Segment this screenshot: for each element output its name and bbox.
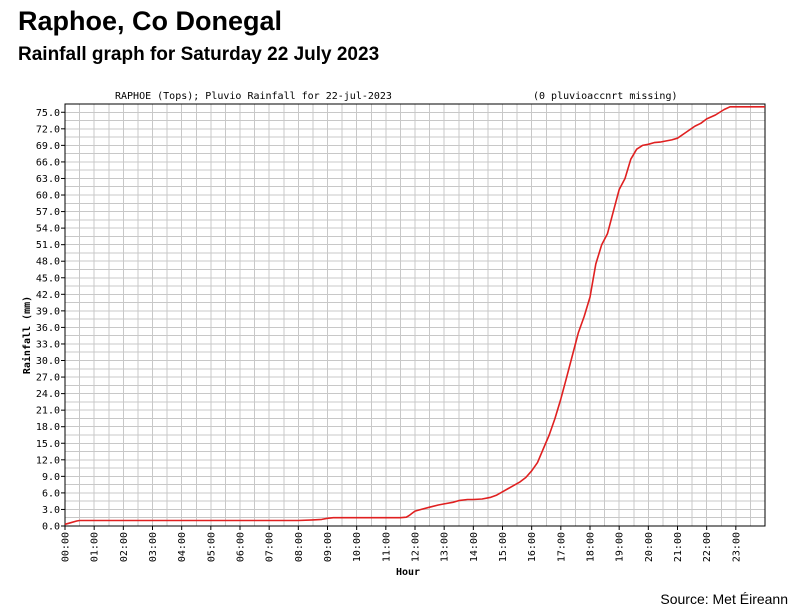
rainfall-chart: 0.0 3.0 6.0 9.0 12.0 15.0 18.0 21.0 24.0 27.0 30.0… <box>21 91 766 578</box>
chart-ticks <box>61 111 737 530</box>
y-tick-label: 27.0 <box>36 373 60 384</box>
y-tick-labels: 0.0 3.0 6.0 9.0 12.0 15.0 18.0 21.0 24.0 27.0 30.0… <box>36 108 60 533</box>
y-axis-label: Rainfall (mm) <box>21 296 33 374</box>
x-tick-label: 19:00 <box>615 532 626 562</box>
chart-grid <box>65 104 765 526</box>
x-tick-label: 05:00 <box>206 532 217 562</box>
x-tick-label: 06:00 <box>236 532 247 562</box>
x-tick-label: 07:00 <box>265 532 276 562</box>
x-tick-label: 13:00 <box>440 532 451 562</box>
y-tick-label: 63.0 <box>36 174 60 185</box>
x-tick-label: 22:00 <box>702 532 713 562</box>
y-tick-label: 60.0 <box>36 191 60 202</box>
x-tick-label: 00:00 <box>61 532 72 562</box>
y-tick-label: 21.0 <box>36 406 60 417</box>
y-tick-label: 57.0 <box>36 207 60 218</box>
x-tick-label: 15:00 <box>498 532 509 562</box>
rainfall-series-line <box>64 106 765 526</box>
x-tick-label: 10:00 <box>352 532 363 562</box>
y-tick-label: 45.0 <box>36 273 60 284</box>
y-tick-label: 30.0 <box>36 356 60 367</box>
y-tick-label: 48.0 <box>36 257 60 268</box>
x-tick-label: 04:00 <box>177 532 188 562</box>
x-tick-label: 01:00 <box>90 532 101 562</box>
x-tick-label: 14:00 <box>469 532 480 562</box>
source-note: Source: Met Éireann <box>660 591 788 607</box>
y-tick-label: 66.0 <box>36 157 60 168</box>
x-tick-label: 11:00 <box>381 532 392 562</box>
y-tick-label: 36.0 <box>36 323 60 334</box>
y-tick-label: 33.0 <box>36 339 60 350</box>
y-tick-label: 0.0 <box>42 522 60 533</box>
x-tick-label: 02:00 <box>119 532 130 562</box>
y-tick-label: 69.0 <box>36 141 60 152</box>
x-tick-label: 16:00 <box>527 532 538 562</box>
y-tick-label: 3.0 <box>42 505 60 516</box>
chart-note: (0 pluvioaccnrt missing) <box>533 91 678 102</box>
y-tick-label: 9.0 <box>42 472 60 483</box>
x-tick-label: 21:00 <box>673 532 684 562</box>
page-subtitle: Rainfall graph for Saturday 22 July 2023 <box>18 44 380 65</box>
y-tick-label: 24.0 <box>36 389 60 400</box>
x-tick-label: 17:00 <box>556 532 567 562</box>
y-tick-label: 72.0 <box>36 124 60 135</box>
y-tick-label: 18.0 <box>36 422 60 433</box>
y-tick-label: 51.0 <box>36 240 60 251</box>
x-tick-label: 20:00 <box>644 532 655 562</box>
x-tick-labels: 00:00 01:00 02:00 03:00 04:00 05:00 06:00 07:00… <box>61 532 743 562</box>
y-tick-label: 54.0 <box>36 224 60 235</box>
y-tick-label: 12.0 <box>36 455 60 466</box>
x-tick-label: 08:00 <box>294 532 305 562</box>
x-tick-label: 03:00 <box>148 532 159 562</box>
y-tick-label: 39.0 <box>36 306 60 317</box>
chart-title: RAPHOE (Tops); Pluvio Rainfall for 22-ju… <box>115 91 392 102</box>
x-tick-label: 09:00 <box>323 532 334 562</box>
y-tick-label: 15.0 <box>36 439 60 450</box>
x-tick-label: 12:00 <box>411 532 422 562</box>
y-tick-label: 42.0 <box>36 290 60 301</box>
x-tick-label: 23:00 <box>731 532 742 562</box>
x-axis-label: Hour <box>396 567 420 578</box>
x-tick-label: 18:00 <box>586 532 597 562</box>
y-tick-label: 75.0 <box>36 108 60 119</box>
y-tick-label: 6.0 <box>42 488 60 499</box>
page-title: Raphoe, Co Donegal <box>18 6 283 36</box>
